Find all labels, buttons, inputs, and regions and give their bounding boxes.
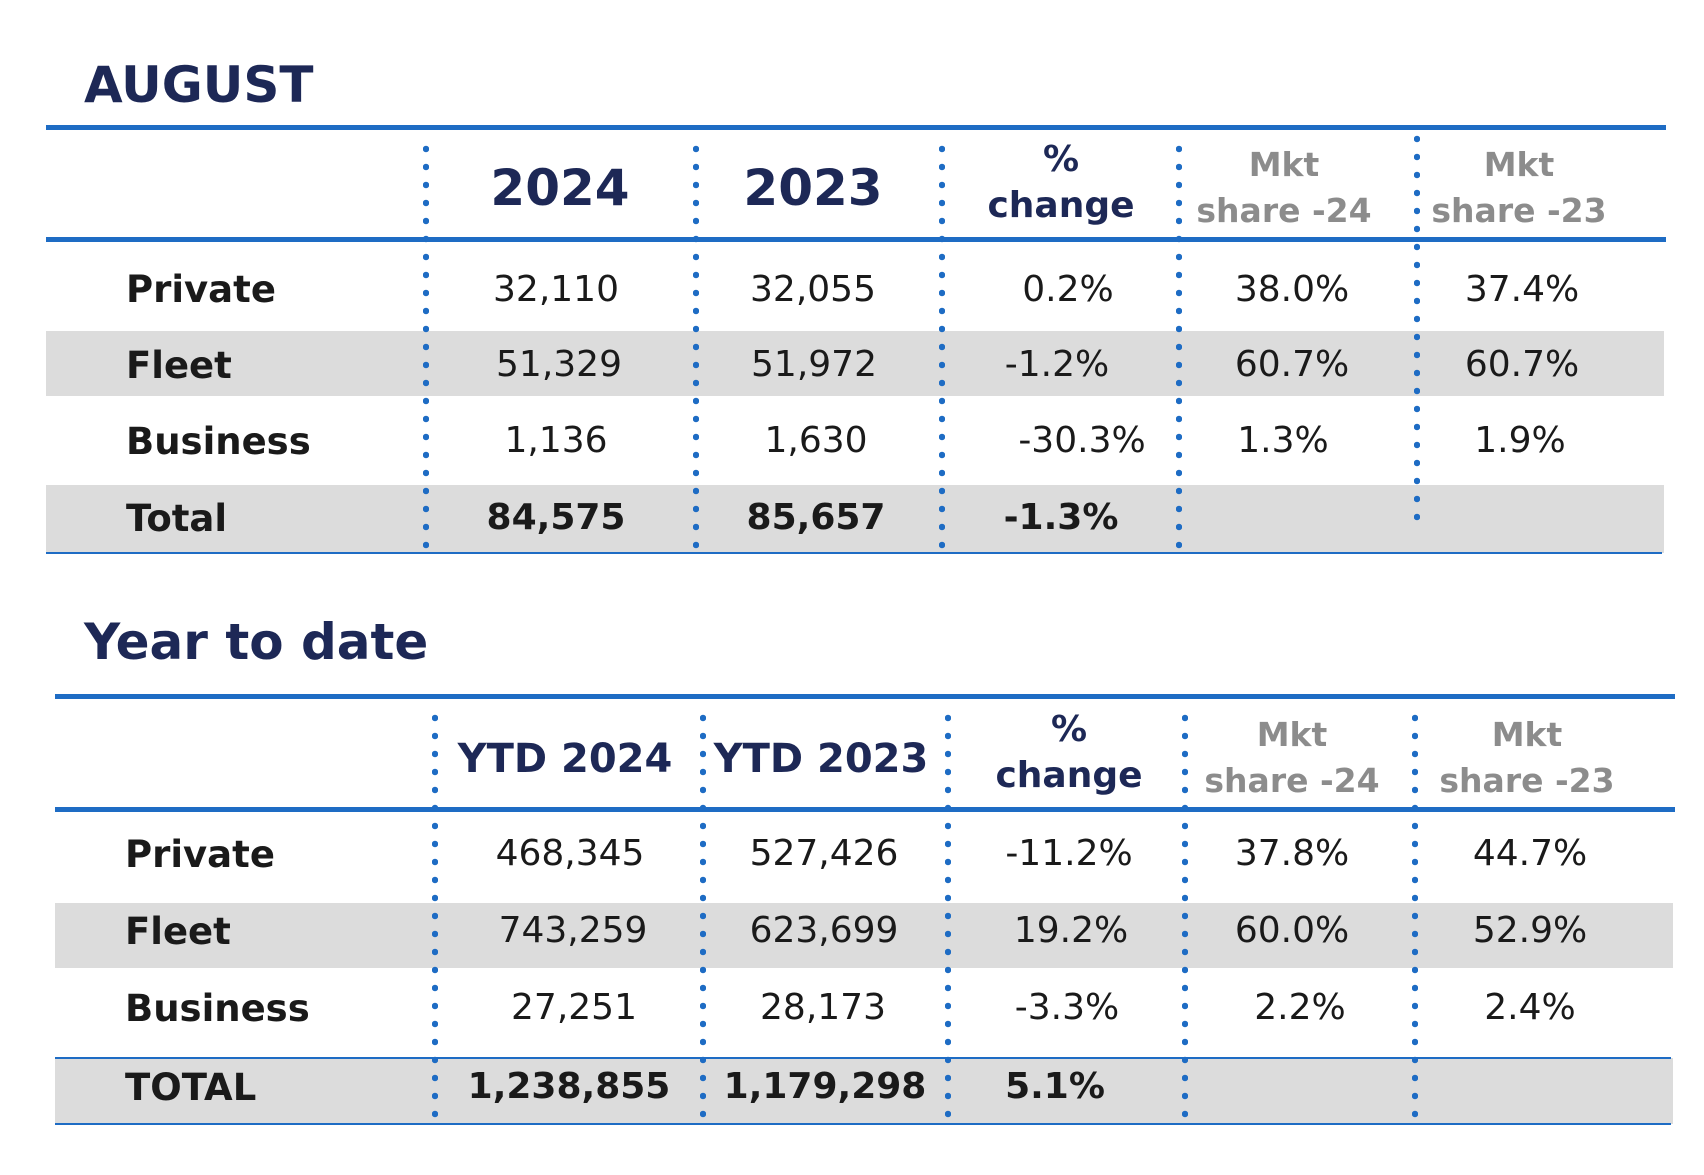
august-row-shade-total	[46, 485, 1664, 553]
august-divider-4	[1176, 140, 1182, 550]
ytd-header-mkt23-line1: Mkt	[1491, 715, 1563, 754]
ytd-title: Year to date	[84, 613, 429, 671]
ytd-private-2023: 527,426	[749, 833, 899, 874]
august-header-rule	[46, 237, 1666, 242]
august-fleet-mkt23: 60.7%	[1464, 344, 1580, 385]
ytd-divider-5	[1412, 709, 1418, 1121]
august-row-shade-fleet	[46, 331, 1664, 396]
august-header-mkt-share-24: Mkt share -24	[1196, 142, 1371, 234]
august-divider-1	[423, 140, 429, 550]
ytd-business-mkt23: 2.4%	[1484, 987, 1576, 1028]
august-business-pct: -30.3%	[1018, 420, 1146, 461]
ytd-total-2024: 1,238,855	[467, 1066, 671, 1107]
ytd-header-2024: YTD 2024	[457, 736, 673, 782]
ytd-bottom-rule	[55, 1123, 1671, 1125]
august-header-pct-line1: %	[1042, 139, 1080, 180]
august-business-mkt23: 1.9%	[1474, 420, 1566, 461]
august-fleet-pct: -1.2%	[1004, 344, 1110, 385]
august-header-mkt24-line2: share -24	[1196, 191, 1372, 230]
ytd-fleet-pct: 19.2%	[1013, 910, 1129, 951]
ytd-business-mkt24: 2.2%	[1254, 987, 1346, 1028]
ytd-row-label-business: Business	[125, 987, 310, 1030]
ytd-total-2023: 1,179,298	[723, 1066, 927, 1107]
august-business-2023: 1,630	[764, 420, 868, 461]
august-total-pct: -1.3%	[1003, 497, 1119, 538]
ytd-row-label-fleet: Fleet	[125, 910, 231, 953]
ytd-table: YTD 2024 YTD 2023 % change Mkt share -24…	[55, 694, 1675, 1126]
august-header-pct-change: % change	[987, 137, 1134, 229]
ytd-row-shade-total	[55, 1058, 1673, 1124]
august-header-mkt24-line1: Mkt	[1248, 145, 1320, 184]
august-bottom-rule	[46, 552, 1662, 554]
august-total-2023: 85,657	[746, 497, 886, 538]
ytd-total-rule	[55, 1057, 1671, 1059]
ytd-business-2023: 28,173	[760, 987, 886, 1028]
august-title: AUGUST	[84, 56, 314, 114]
august-private-pct: 0.2%	[1022, 269, 1114, 310]
ytd-header-pct-line1: %	[1050, 709, 1088, 750]
august-fleet-mkt24: 60.7%	[1234, 344, 1350, 385]
august-business-mkt24: 1.3%	[1237, 420, 1329, 461]
august-private-mkt24: 38.0%	[1234, 269, 1350, 310]
august-table: 2024 2023 % change Mkt share -24 Mkt sha…	[46, 125, 1666, 555]
august-header-2023: 2023	[743, 159, 883, 217]
august-header-mkt-share-23: Mkt share -23	[1431, 142, 1606, 234]
ytd-row-shade-fleet	[55, 903, 1673, 968]
august-fleet-2024: 51,329	[496, 344, 622, 385]
august-header-mkt23-line2: share -23	[1431, 191, 1607, 230]
august-business-2024: 1,136	[504, 420, 608, 461]
ytd-header-mkt-share-23: Mkt share -23	[1439, 712, 1614, 804]
ytd-top-rule	[55, 694, 1675, 699]
ytd-header-2023: YTD 2023	[713, 736, 929, 782]
ytd-header-mkt-share-24: Mkt share -24	[1204, 712, 1379, 804]
ytd-divider-4	[1182, 709, 1188, 1121]
august-divider-5	[1414, 130, 1420, 530]
august-total-2024: 84,575	[486, 497, 626, 538]
august-row-label-fleet: Fleet	[126, 344, 232, 387]
august-row-label-business: Business	[126, 420, 311, 463]
ytd-fleet-mkt23: 52.9%	[1472, 910, 1588, 951]
august-private-2023: 32,055	[750, 269, 876, 310]
ytd-total-pct: 5.1%	[1005, 1066, 1105, 1107]
ytd-fleet-2024: 743,259	[498, 910, 648, 951]
ytd-private-mkt23: 44.7%	[1472, 833, 1588, 874]
august-divider-3	[939, 140, 945, 550]
ytd-business-2024: 27,251	[511, 987, 637, 1028]
august-private-2024: 32,110	[493, 269, 619, 310]
ytd-header-pct-line2: change	[995, 755, 1143, 796]
ytd-private-mkt24: 37.8%	[1234, 833, 1350, 874]
ytd-private-pct: -11.2%	[1005, 833, 1133, 874]
august-header-pct-line2: change	[987, 185, 1135, 226]
ytd-header-mkt23-line2: share -23	[1439, 761, 1615, 800]
august-row-label-private: Private	[126, 268, 276, 311]
august-header-mkt23-line1: Mkt	[1483, 145, 1555, 184]
august-divider-2	[693, 140, 699, 550]
ytd-divider-2	[700, 709, 706, 1121]
ytd-row-label-private: Private	[125, 833, 275, 876]
ytd-fleet-2023: 623,699	[749, 910, 899, 951]
ytd-private-2024: 468,345	[495, 833, 645, 874]
ytd-fleet-mkt24: 60.0%	[1234, 910, 1350, 951]
august-fleet-2023: 51,972	[751, 344, 877, 385]
ytd-header-mkt24-line2: share -24	[1204, 761, 1380, 800]
ytd-header-rule	[55, 807, 1675, 812]
ytd-divider-3	[945, 709, 951, 1121]
august-row-label-total: Total	[126, 497, 228, 540]
ytd-divider-1	[432, 709, 438, 1121]
august-top-rule	[46, 125, 1666, 130]
ytd-row-label-total: TOTAL	[125, 1066, 257, 1109]
august-private-mkt23: 37.4%	[1464, 269, 1580, 310]
ytd-header-pct-change: % change	[995, 707, 1142, 799]
ytd-header-mkt24-line1: Mkt	[1256, 715, 1328, 754]
ytd-business-pct: -3.3%	[1014, 987, 1120, 1028]
august-header-2024: 2024	[490, 159, 630, 217]
